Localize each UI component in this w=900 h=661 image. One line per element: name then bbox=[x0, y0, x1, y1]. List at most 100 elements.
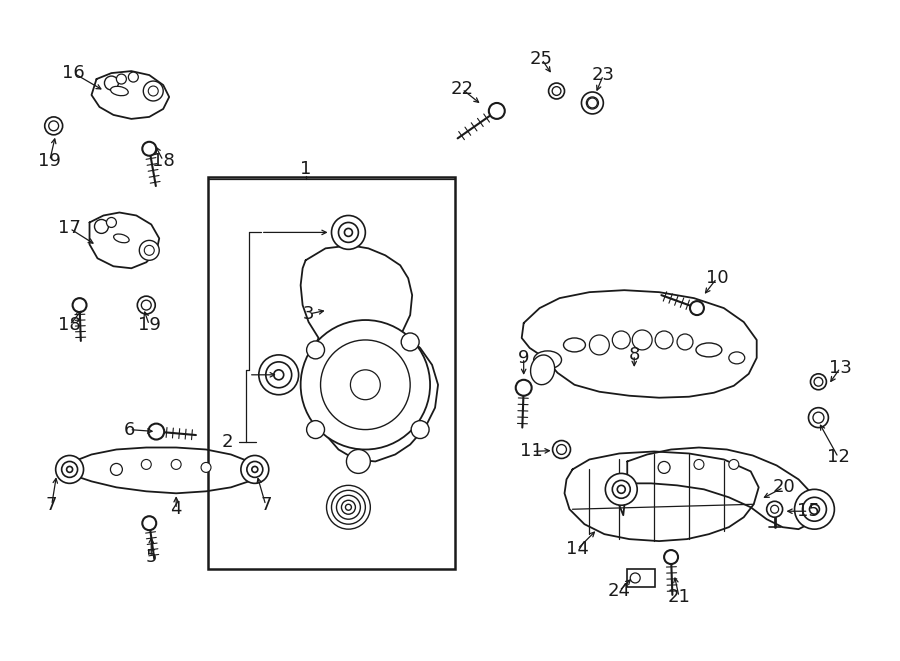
Circle shape bbox=[307, 341, 325, 359]
Bar bbox=[627, 569, 655, 587]
Circle shape bbox=[116, 74, 126, 84]
Circle shape bbox=[729, 459, 739, 469]
Circle shape bbox=[143, 81, 163, 101]
Ellipse shape bbox=[111, 87, 129, 96]
Circle shape bbox=[142, 516, 157, 530]
Text: 5: 5 bbox=[146, 548, 157, 566]
Circle shape bbox=[349, 451, 367, 469]
Circle shape bbox=[144, 245, 154, 255]
Circle shape bbox=[73, 298, 86, 312]
Circle shape bbox=[767, 501, 783, 517]
Text: 20: 20 bbox=[772, 479, 795, 496]
Circle shape bbox=[813, 412, 824, 423]
Circle shape bbox=[266, 362, 292, 388]
Circle shape bbox=[301, 320, 430, 449]
Circle shape bbox=[345, 229, 353, 237]
Text: 6: 6 bbox=[123, 420, 135, 439]
Circle shape bbox=[171, 459, 181, 469]
Circle shape bbox=[556, 445, 566, 454]
Circle shape bbox=[350, 370, 381, 400]
Ellipse shape bbox=[113, 234, 130, 243]
Circle shape bbox=[337, 495, 360, 519]
Text: 25: 25 bbox=[530, 50, 554, 68]
Circle shape bbox=[142, 142, 157, 156]
Circle shape bbox=[590, 335, 609, 355]
Circle shape bbox=[104, 76, 119, 90]
Circle shape bbox=[803, 497, 826, 521]
Circle shape bbox=[61, 461, 77, 477]
Circle shape bbox=[612, 331, 630, 349]
Circle shape bbox=[129, 72, 139, 82]
Text: 7: 7 bbox=[260, 496, 272, 514]
Circle shape bbox=[45, 117, 63, 135]
Circle shape bbox=[331, 490, 365, 524]
Circle shape bbox=[148, 86, 158, 96]
Circle shape bbox=[694, 459, 704, 469]
Circle shape bbox=[587, 97, 599, 109]
Text: 8: 8 bbox=[628, 346, 640, 364]
Circle shape bbox=[632, 330, 652, 350]
Circle shape bbox=[811, 374, 826, 390]
Text: 24: 24 bbox=[608, 582, 631, 600]
Circle shape bbox=[331, 215, 365, 249]
Circle shape bbox=[106, 217, 116, 227]
Circle shape bbox=[658, 461, 670, 473]
Text: 3: 3 bbox=[302, 305, 314, 323]
Text: 22: 22 bbox=[450, 80, 473, 98]
Circle shape bbox=[111, 463, 122, 475]
Text: 7: 7 bbox=[46, 496, 58, 514]
Ellipse shape bbox=[534, 351, 562, 369]
Circle shape bbox=[489, 103, 505, 119]
Circle shape bbox=[94, 219, 108, 233]
Text: 18: 18 bbox=[58, 316, 81, 334]
Circle shape bbox=[141, 459, 151, 469]
Circle shape bbox=[141, 300, 151, 310]
Circle shape bbox=[49, 121, 58, 131]
Circle shape bbox=[307, 420, 325, 438]
Circle shape bbox=[411, 420, 429, 438]
Circle shape bbox=[549, 83, 564, 99]
Circle shape bbox=[274, 370, 284, 380]
Circle shape bbox=[795, 489, 834, 529]
Ellipse shape bbox=[696, 343, 722, 357]
Circle shape bbox=[814, 377, 823, 386]
Text: 11: 11 bbox=[520, 442, 543, 461]
Circle shape bbox=[67, 467, 73, 473]
Circle shape bbox=[553, 87, 561, 95]
Bar bbox=[208, 176, 455, 569]
Text: 21: 21 bbox=[668, 588, 690, 606]
Text: 23: 23 bbox=[592, 66, 615, 84]
Text: 4: 4 bbox=[170, 500, 182, 518]
Circle shape bbox=[617, 485, 626, 493]
Ellipse shape bbox=[531, 355, 554, 385]
Text: 10: 10 bbox=[706, 269, 728, 288]
Circle shape bbox=[56, 455, 84, 483]
Circle shape bbox=[809, 504, 819, 514]
Circle shape bbox=[664, 550, 678, 564]
Circle shape bbox=[588, 98, 598, 108]
Text: 13: 13 bbox=[829, 359, 851, 377]
Text: 18: 18 bbox=[152, 152, 175, 170]
Circle shape bbox=[630, 573, 640, 583]
Circle shape bbox=[808, 408, 828, 428]
Circle shape bbox=[138, 296, 155, 314]
Text: 17: 17 bbox=[58, 219, 81, 237]
Circle shape bbox=[201, 463, 211, 473]
Circle shape bbox=[655, 331, 673, 349]
Text: 19: 19 bbox=[39, 152, 61, 170]
Circle shape bbox=[612, 481, 630, 498]
Circle shape bbox=[241, 455, 269, 483]
Ellipse shape bbox=[563, 338, 585, 352]
Circle shape bbox=[346, 504, 351, 510]
Text: 9: 9 bbox=[518, 349, 529, 367]
Text: 12: 12 bbox=[827, 448, 850, 467]
Circle shape bbox=[606, 473, 637, 505]
Circle shape bbox=[516, 380, 532, 396]
Circle shape bbox=[341, 500, 356, 514]
Text: 16: 16 bbox=[62, 64, 85, 82]
Circle shape bbox=[401, 333, 419, 351]
Text: 14: 14 bbox=[566, 540, 589, 558]
Circle shape bbox=[581, 92, 603, 114]
Circle shape bbox=[327, 485, 370, 529]
Circle shape bbox=[770, 505, 778, 513]
